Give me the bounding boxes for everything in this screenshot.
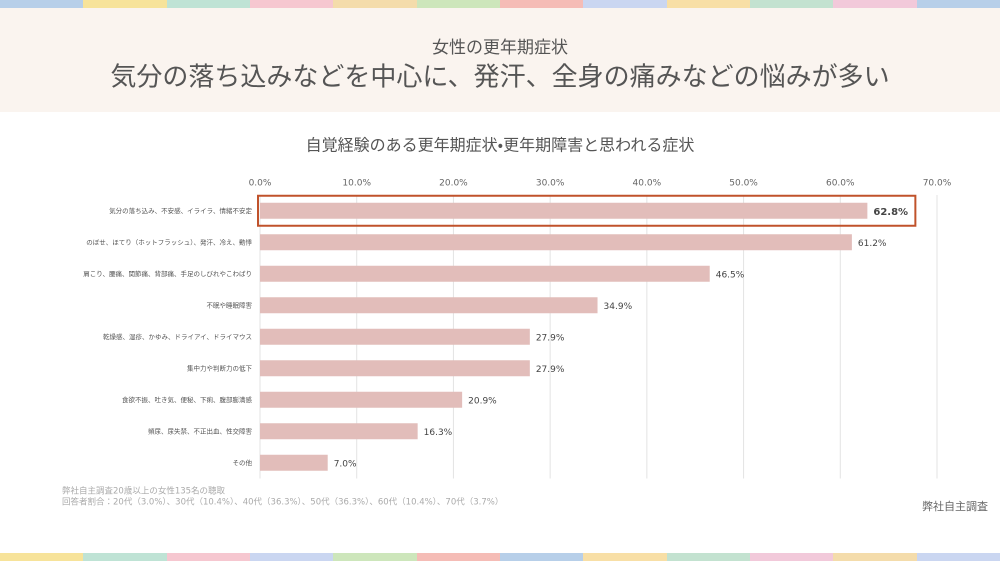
category-label: 集中力や判断力の低下: [187, 363, 253, 372]
category-label: 不眠や睡眠障害: [207, 300, 253, 309]
category-label: のぼせ、ほてり（ホットフラッシュ）、発汗、冷え、動悸: [86, 237, 252, 246]
bar: [260, 391, 463, 408]
value-label: 7.0%: [334, 459, 357, 469]
bar: [260, 423, 418, 440]
value-label: 62.8%: [873, 207, 908, 218]
note: 回答者割合：20代（3.0%）、30代（10.4%）、40代（36.3%）、50…: [62, 497, 503, 508]
x-tick-label: 70.0%: [923, 179, 952, 189]
bar: [260, 454, 328, 471]
x-tick-label: 40.0%: [633, 179, 662, 189]
header-band: [0, 8, 1000, 112]
value-label: 20.9%: [468, 396, 497, 406]
top-stripe: [0, 0, 1000, 8]
category-label: 気分の落ち込み、不安感、イライラ、情緒不安定: [109, 206, 252, 215]
highlight-box: [257, 194, 917, 227]
bottom-stripe: [0, 553, 1000, 561]
header-subtitle: 女性の更年期症状: [432, 38, 568, 58]
bar: [260, 297, 598, 314]
bar: [260, 265, 710, 282]
category-label: その他: [233, 458, 253, 467]
category-label: 肩こり、腰痛、関節痛、背部痛、手足のしびれやこわばり: [83, 269, 252, 278]
bar: [260, 202, 868, 219]
x-tick-label: 50.0%: [729, 179, 758, 189]
value-label: 46.5%: [716, 270, 745, 280]
source: 弊社自主調査: [922, 499, 988, 513]
value-label: 34.9%: [604, 302, 633, 312]
category-label: 頻尿、尿失禁、不正出血、性交障害: [148, 426, 253, 435]
bar: [260, 328, 530, 345]
x-tick-label: 10.0%: [342, 179, 371, 189]
value-label: 27.9%: [536, 365, 565, 375]
x-tick-label: 30.0%: [536, 179, 565, 189]
x-tick-label: 0.0%: [249, 179, 272, 189]
category-label: 食欲不振、吐き気、便秘、下痢、腹部膨満感: [122, 395, 253, 404]
slide: 女性の更年期症状 気分の落ち込みなどを中心に、発汗、全身の痛みなどの悩みが多い …: [0, 8, 1000, 513]
value-label: 61.2%: [858, 239, 887, 249]
bar: [260, 234, 852, 251]
bar: [260, 360, 530, 377]
value-label: 27.9%: [536, 333, 565, 343]
note: 弊社自主調査20歳以上の女性135名の聴取: [62, 486, 226, 497]
header-title: 気分の落ち込みなどを中心に、発汗、全身の痛みなどの悩みが多い: [110, 63, 889, 93]
value-label: 16.3%: [424, 428, 453, 438]
x-tick-label: 20.0%: [439, 179, 468, 189]
x-tick-label: 60.0%: [826, 179, 855, 189]
category-label: 乾燥感、湿疹、かゆみ、ドライアイ、ドライマウス: [103, 332, 252, 341]
chart-title: 自覚経験のある更年期症状・更年期障害と思われる症状: [306, 136, 695, 155]
